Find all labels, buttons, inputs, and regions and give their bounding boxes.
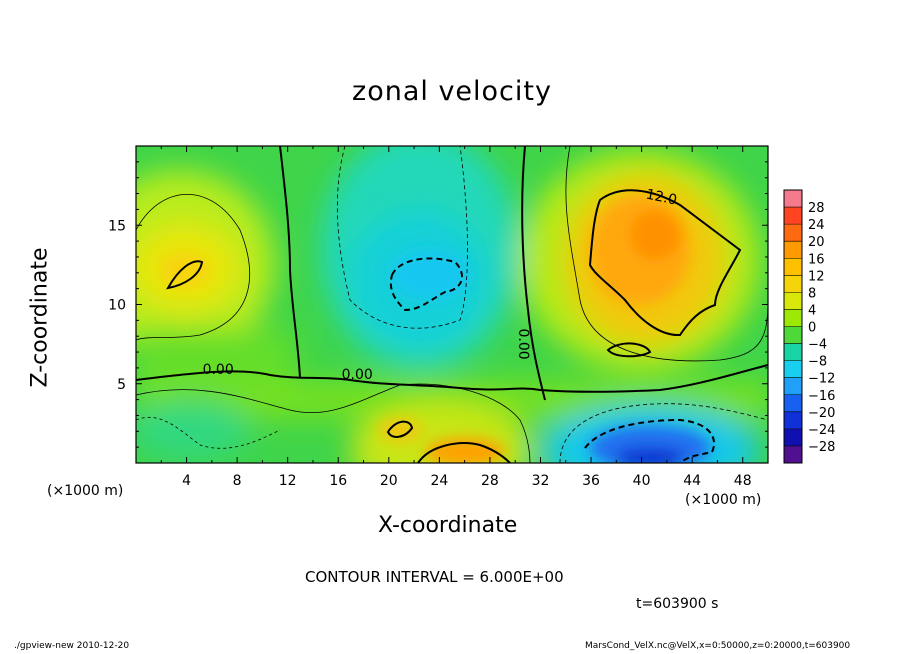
x-tick-label: 28 bbox=[481, 473, 499, 489]
colorbar-label: 8 bbox=[808, 286, 816, 301]
colorbar-label: 20 bbox=[808, 235, 825, 250]
footer-right: MarsCond_VelX.nc@VelX,x=0:50000,z=0:2000… bbox=[585, 641, 851, 651]
colorbar: 28 24 20 16 12 8 4 0 −4 −8 −12 −16 −20 −24 −28 bbox=[783, 189, 835, 464]
colorbar-label: 24 bbox=[808, 218, 825, 233]
x-tick-label: 44 bbox=[683, 473, 701, 489]
colorbar-label: 28 bbox=[808, 201, 825, 216]
colorbar-swatch bbox=[784, 411, 802, 429]
y-tick-label: 10 bbox=[108, 298, 126, 314]
colorbar-label: −16 bbox=[808, 389, 835, 404]
colorbar-swatch bbox=[784, 241, 802, 259]
time-stamp: t=603900 s bbox=[636, 596, 719, 612]
x-tick-label: 4 bbox=[182, 473, 191, 489]
x-axis-label: X-coordinate bbox=[378, 513, 518, 538]
contour-labels: 0.00 0.00 0.00 12.0 bbox=[203, 186, 679, 382]
contour-label: 0.00 bbox=[203, 362, 234, 378]
colorbar-swatch bbox=[784, 224, 802, 242]
contour-interval-note: CONTOUR INTERVAL = 6.000E+00 bbox=[305, 568, 564, 586]
colorbar-swatch bbox=[784, 309, 802, 327]
colorbar-label: −24 bbox=[808, 423, 835, 438]
y-axis: 5 10 15 bbox=[108, 161, 768, 448]
x-tick-label: 12 bbox=[279, 473, 297, 489]
colorbar-swatch bbox=[784, 326, 802, 344]
colorbar-swatch bbox=[784, 343, 802, 361]
x-tick-label: 16 bbox=[329, 473, 347, 489]
colorbar-swatch bbox=[784, 360, 802, 378]
footer-left: ./gpview-new 2010-12-20 bbox=[14, 641, 130, 651]
x-tick-label: 48 bbox=[734, 473, 752, 489]
x-tick-label: 36 bbox=[582, 473, 600, 489]
colorbar-swatch bbox=[784, 394, 802, 412]
y-tick-label: 15 bbox=[108, 218, 126, 234]
colorbar-swatch bbox=[784, 377, 802, 395]
colorbar-label: 0 bbox=[808, 321, 816, 336]
colorbar-swatch bbox=[784, 275, 802, 293]
colorbar-swatch bbox=[784, 258, 802, 276]
colorbar-label: −12 bbox=[808, 372, 835, 387]
x-unit-label-right: (×1000 m) bbox=[685, 492, 762, 508]
colorbar-label: −20 bbox=[808, 406, 835, 421]
contour-label: 12.0 bbox=[644, 186, 678, 208]
colorbar-label: −28 bbox=[808, 440, 835, 455]
y-axis-label: Z-coordinate bbox=[27, 247, 53, 388]
colorbar-swatch bbox=[784, 207, 802, 225]
x-tick-label: 20 bbox=[380, 473, 398, 489]
colorbar-label: 4 bbox=[808, 303, 816, 318]
colorbar-swatch bbox=[784, 428, 802, 446]
colorbar-swatch bbox=[784, 190, 802, 208]
x-tick-label: 8 bbox=[233, 473, 242, 489]
x-axis: 4 8 12 16 20 24 28 32 36 40 44 48 bbox=[160, 146, 752, 489]
y-tick-label: 5 bbox=[117, 377, 126, 393]
colorbar-swatch bbox=[784, 445, 802, 463]
colorbar-label: −8 bbox=[808, 355, 827, 370]
field-layer bbox=[136, 146, 768, 463]
x-unit-label-left: (×1000 m) bbox=[47, 483, 124, 499]
colorbar-label: −4 bbox=[808, 338, 827, 353]
colorbar-swatch bbox=[784, 292, 802, 310]
x-tick-label: 40 bbox=[633, 473, 651, 489]
contour-layer bbox=[136, 146, 768, 463]
colorbar-label: 16 bbox=[808, 252, 825, 267]
x-tick-label: 24 bbox=[430, 473, 448, 489]
x-tick-label: 32 bbox=[532, 473, 550, 489]
contour-label: 0.00 bbox=[515, 329, 531, 360]
contour-label: 0.00 bbox=[342, 367, 373, 383]
chart-title: zonal velocity bbox=[352, 76, 552, 107]
colorbar-label: 12 bbox=[808, 269, 825, 284]
